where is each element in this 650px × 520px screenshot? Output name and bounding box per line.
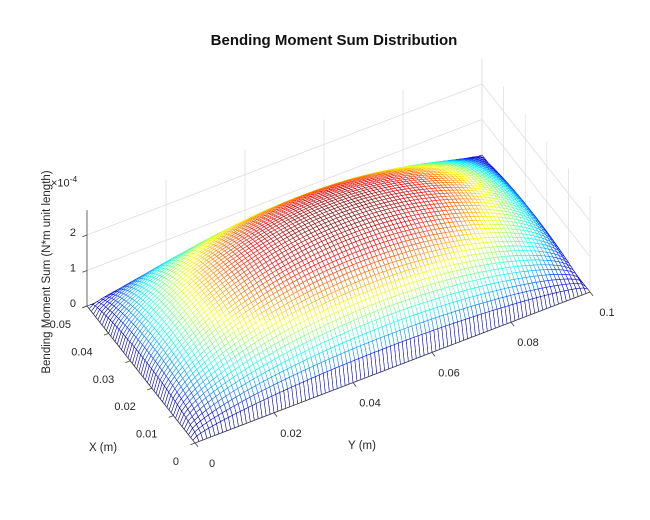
y-axis-label: Y (m) xyxy=(348,440,376,452)
x-axis-label: X (m) xyxy=(88,442,118,454)
chart-title: Bending Moment Sum Distribution xyxy=(210,32,458,49)
z-scale-exponent: -4 xyxy=(69,174,78,184)
z-scale-prefix: ×10 xyxy=(51,177,70,190)
z-scale-label: ×10-4 xyxy=(51,174,77,190)
z-axis-label: Bending Moment Sum (N*m unit length) xyxy=(41,170,53,374)
